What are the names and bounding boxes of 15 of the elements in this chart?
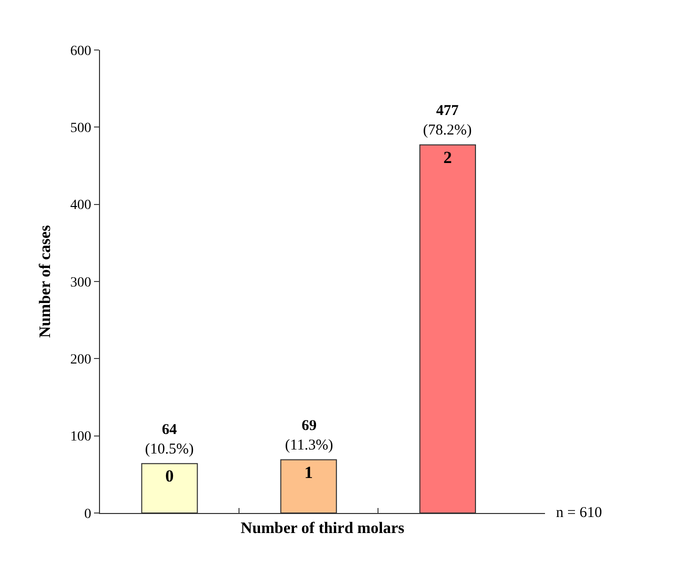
y-tick-label: 200 [70, 352, 92, 368]
data-label: 69 (11.3%) [285, 418, 334, 454]
data-label: 64 (10.5%) [145, 422, 194, 458]
x-tick-label: 1 [304, 462, 313, 482]
x-tick-label: 2 [443, 148, 452, 167]
y-axis-title: Number of cases [37, 225, 54, 338]
data-label: 477 (78.2%) [423, 103, 472, 138]
text: n = 610 [556, 505, 602, 521]
y-tick-label: 500 [70, 121, 92, 136]
y-tick-label: 400 [70, 198, 92, 214]
x-axis-title: Number of third molars [240, 520, 404, 538]
y-tick-label: 100 [70, 430, 92, 445]
y-tick-label: 600 [70, 44, 92, 59]
y-tick-label: 0 [84, 506, 92, 522]
y-tick-label: 300 [70, 275, 92, 290]
